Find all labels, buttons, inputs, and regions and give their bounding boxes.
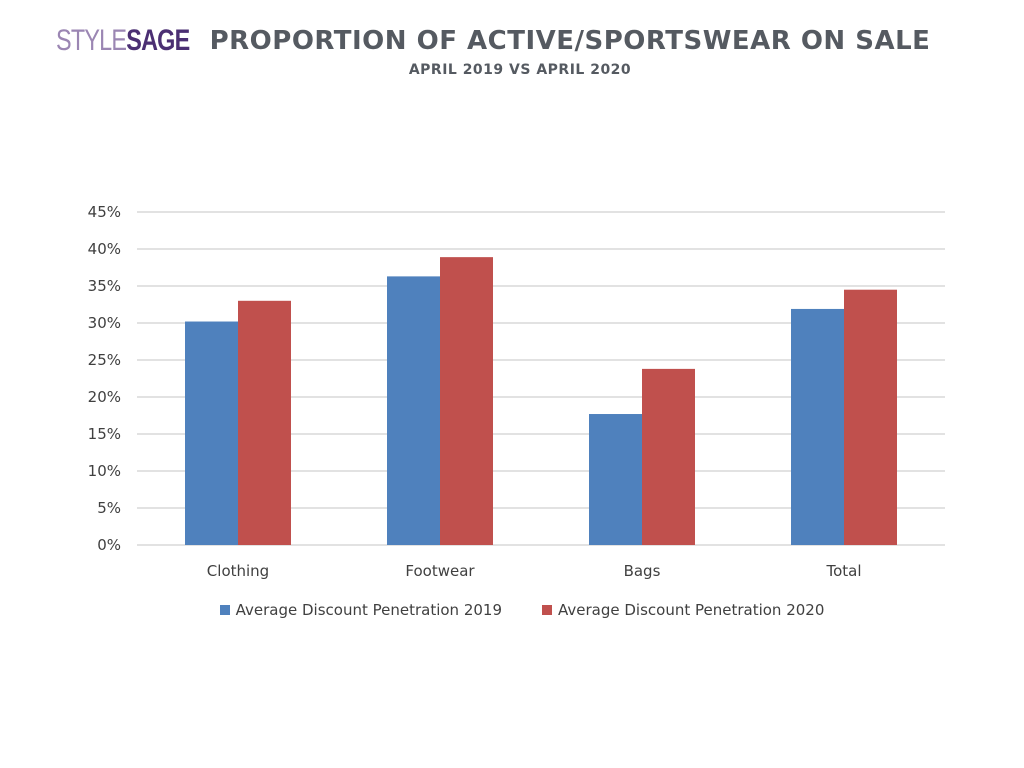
legend-label-2020: Average Discount Penetration 2020 [558, 601, 825, 619]
bar-2020 [440, 257, 493, 545]
logo-text-style: STYLE [56, 24, 127, 57]
logo-text-sage: SAGE [126, 24, 190, 57]
chart-subtitle: APRIL 2019 VS APRIL 2020 [408, 62, 632, 78]
y-tick-label: 20% [88, 388, 121, 406]
y-tick-label: 45% [88, 203, 121, 221]
y-tick-label: 5% [97, 499, 121, 517]
bar-2020 [238, 300, 291, 545]
legend-item-2020: Average Discount Penetration 2020 [542, 601, 824, 619]
y-tick-label: 25% [88, 351, 121, 369]
legend-item-2019: Average Discount Penetration 2019 [219, 601, 502, 619]
x-tick-label: Total [825, 562, 861, 580]
bar-2019 [387, 276, 440, 545]
y-tick-label: 15% [88, 425, 121, 443]
bar-2020 [844, 289, 897, 545]
legend-swatch-2020 [542, 605, 552, 615]
y-tick-label: 35% [88, 277, 121, 295]
bar-2019 [185, 321, 238, 545]
chart-legend: Average Discount Penetration 2019 Averag… [0, 601, 1024, 619]
y-tick-label: 0% [97, 536, 121, 554]
legend-label-2019: Average Discount Penetration 2019 [235, 601, 502, 619]
y-tick-label: 30% [88, 314, 121, 332]
stylesage-logo: STYLESAGE [56, 24, 190, 58]
chart-title: PROPORTION OF ACTIVE/SPORTSWEAR ON SALE [209, 26, 931, 56]
bar-2019 [589, 414, 642, 545]
x-tick-label: Clothing [207, 562, 269, 580]
legend-swatch-2019 [219, 605, 230, 615]
bar-2019 [791, 308, 844, 545]
x-tick-label: Footwear [405, 562, 475, 580]
bar-2020 [642, 368, 695, 545]
x-tick-label: Bags [624, 562, 661, 580]
y-tick-label: 40% [88, 240, 121, 258]
y-tick-label: 10% [88, 462, 121, 480]
